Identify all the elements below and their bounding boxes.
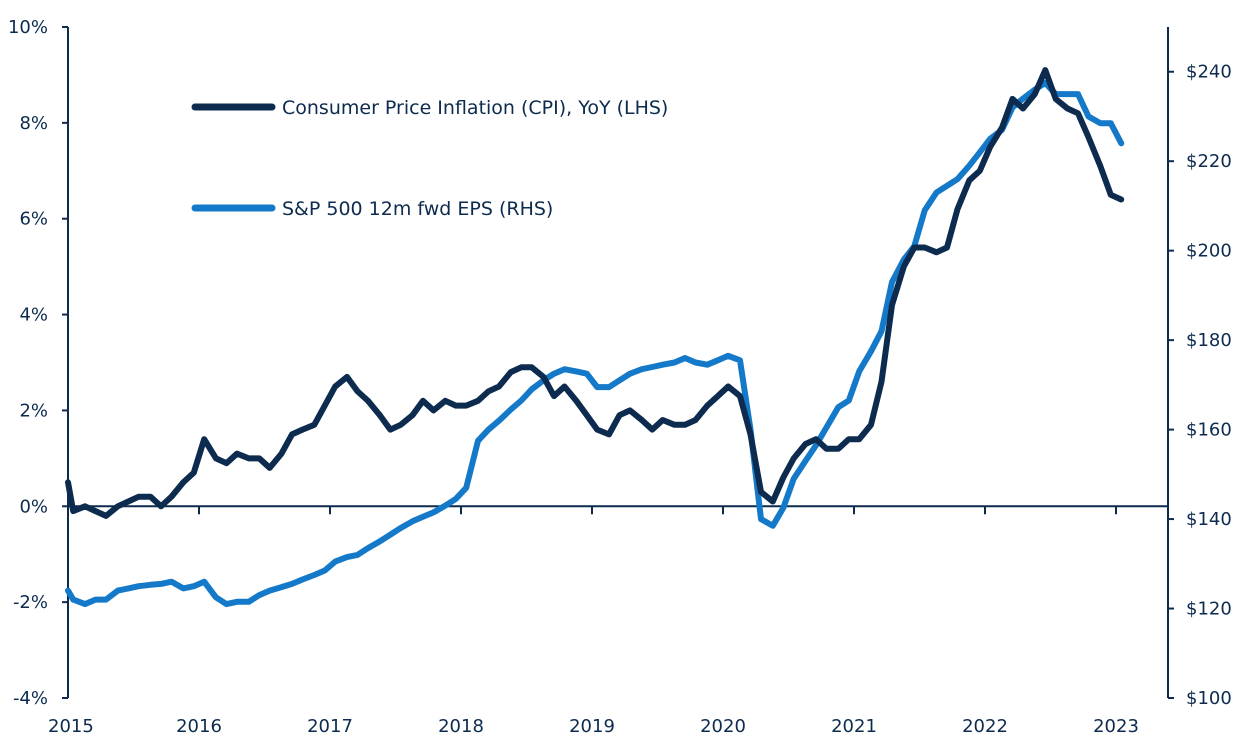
right-y-tick-label: $220 (1186, 151, 1232, 172)
x-tick-label: 2018 (438, 716, 484, 737)
right-y-tick-label: $240 (1186, 62, 1232, 83)
right-y-tick-label: $180 (1186, 330, 1232, 351)
left-y-tick-label: 6% (19, 209, 48, 230)
x-tick-label: 2021 (831, 716, 877, 737)
x-tick-label: 2015 (48, 716, 94, 737)
legend-label-eps: S&P 500 12m fwd EPS (RHS) (282, 198, 553, 220)
series-layer (65, 67, 1125, 608)
x-tick-label: 2019 (569, 716, 615, 737)
left-y-tick-label: -4% (13, 688, 48, 709)
right-y-tick-label: $160 (1186, 420, 1232, 441)
left-y-tick-label: 4% (19, 305, 48, 326)
right-y-tick-label: $200 (1186, 241, 1232, 262)
left-y-tick-label: 2% (19, 400, 48, 421)
right-y-tick-label: $120 (1186, 599, 1232, 620)
legend: Consumer Price Inflation (CPI), YoY (LHS… (191, 97, 668, 220)
left-y-tick-label: -2% (13, 592, 48, 613)
left-y-tick-label: 10% (8, 17, 48, 38)
legend-label-cpi: Consumer Price Inflation (CPI), YoY (LHS… (282, 97, 668, 119)
left-y-tick-label: 0% (19, 496, 48, 517)
eps-series-line (65, 79, 1125, 608)
left-y-tick-label: 8% (19, 113, 48, 134)
right-y-tick-label: $140 (1186, 509, 1232, 530)
x-tick-label: 2020 (700, 716, 746, 737)
right-y-tick-label: $100 (1186, 688, 1232, 709)
axes-layer: 10% 8% 6% 4% 2% 0% -2% -4% $240 $220 $200 $180 $160 $… (8, 17, 1232, 737)
x-tick-label: 2022 (962, 716, 1008, 737)
x-tick-label: 2016 (176, 716, 222, 737)
x-tick-label: 2023 (1093, 716, 1139, 737)
cpi-series-line (65, 67, 1125, 519)
x-tick-label: 2017 (307, 716, 353, 737)
